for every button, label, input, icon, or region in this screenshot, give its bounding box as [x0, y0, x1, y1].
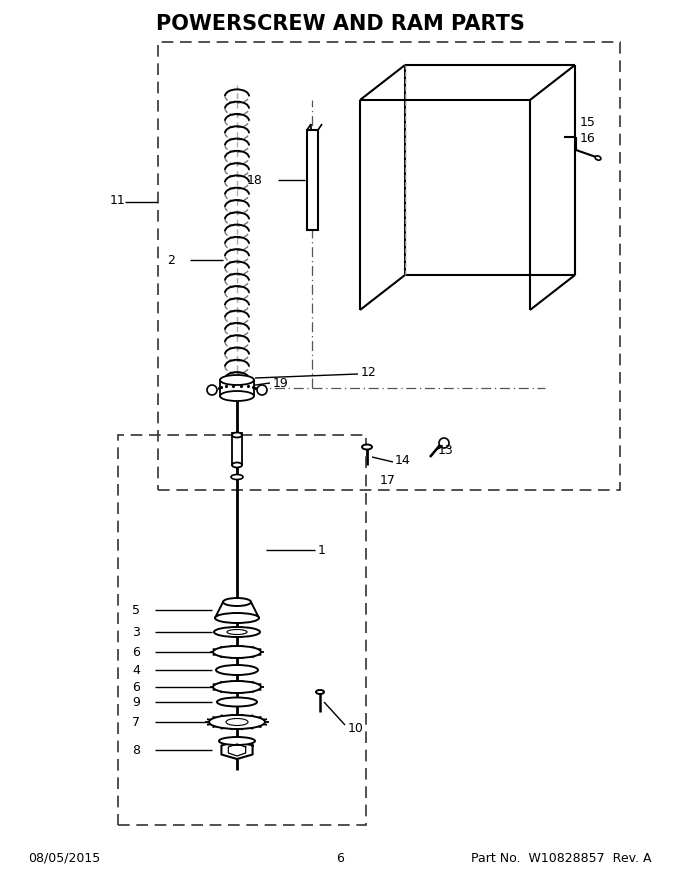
Circle shape — [257, 385, 267, 395]
Text: POWERSCREW AND RAM PARTS: POWERSCREW AND RAM PARTS — [156, 14, 524, 34]
Bar — [307, 130, 318, 230]
Bar — [232, 433, 242, 465]
Ellipse shape — [227, 629, 247, 634]
Ellipse shape — [219, 737, 255, 745]
Text: 3: 3 — [132, 626, 140, 639]
Circle shape — [207, 385, 217, 395]
Text: 16: 16 — [580, 131, 596, 144]
Ellipse shape — [362, 444, 372, 450]
Bar — [118, 435, 366, 825]
Text: 6: 6 — [132, 646, 140, 658]
Text: 6: 6 — [336, 852, 344, 864]
Ellipse shape — [226, 718, 248, 725]
Text: 15: 15 — [580, 115, 596, 128]
Text: 14: 14 — [395, 453, 411, 466]
Ellipse shape — [232, 432, 242, 437]
Text: 17: 17 — [380, 473, 396, 487]
Bar — [158, 42, 620, 490]
Ellipse shape — [215, 613, 259, 623]
Ellipse shape — [223, 598, 251, 606]
Ellipse shape — [213, 681, 261, 693]
Text: 9: 9 — [132, 695, 140, 708]
Text: 5: 5 — [132, 604, 140, 617]
Text: 1: 1 — [318, 544, 326, 556]
Text: 2: 2 — [167, 253, 175, 267]
Text: 19: 19 — [273, 377, 289, 390]
Text: 8: 8 — [132, 744, 140, 757]
Ellipse shape — [231, 474, 243, 480]
Text: 11: 11 — [110, 194, 126, 207]
Text: 6: 6 — [132, 680, 140, 693]
Text: 18: 18 — [247, 173, 263, 187]
Text: 4: 4 — [132, 664, 140, 677]
Ellipse shape — [209, 715, 265, 729]
Text: 12: 12 — [361, 365, 377, 378]
Ellipse shape — [216, 665, 258, 675]
Ellipse shape — [213, 646, 261, 658]
Circle shape — [439, 438, 449, 448]
Polygon shape — [222, 741, 252, 759]
Text: 7: 7 — [132, 715, 140, 729]
Ellipse shape — [595, 156, 601, 160]
Ellipse shape — [232, 463, 242, 467]
Bar — [220, 380, 254, 396]
Ellipse shape — [316, 690, 324, 694]
Text: Part No.  W10828857  Rev. A: Part No. W10828857 Rev. A — [471, 852, 652, 864]
Ellipse shape — [214, 627, 260, 637]
Ellipse shape — [220, 375, 254, 385]
Text: 13: 13 — [438, 444, 454, 457]
Polygon shape — [215, 602, 259, 618]
Ellipse shape — [220, 391, 254, 401]
Text: 08/05/2015: 08/05/2015 — [28, 852, 100, 864]
Text: 10: 10 — [348, 722, 364, 735]
Ellipse shape — [217, 698, 257, 707]
